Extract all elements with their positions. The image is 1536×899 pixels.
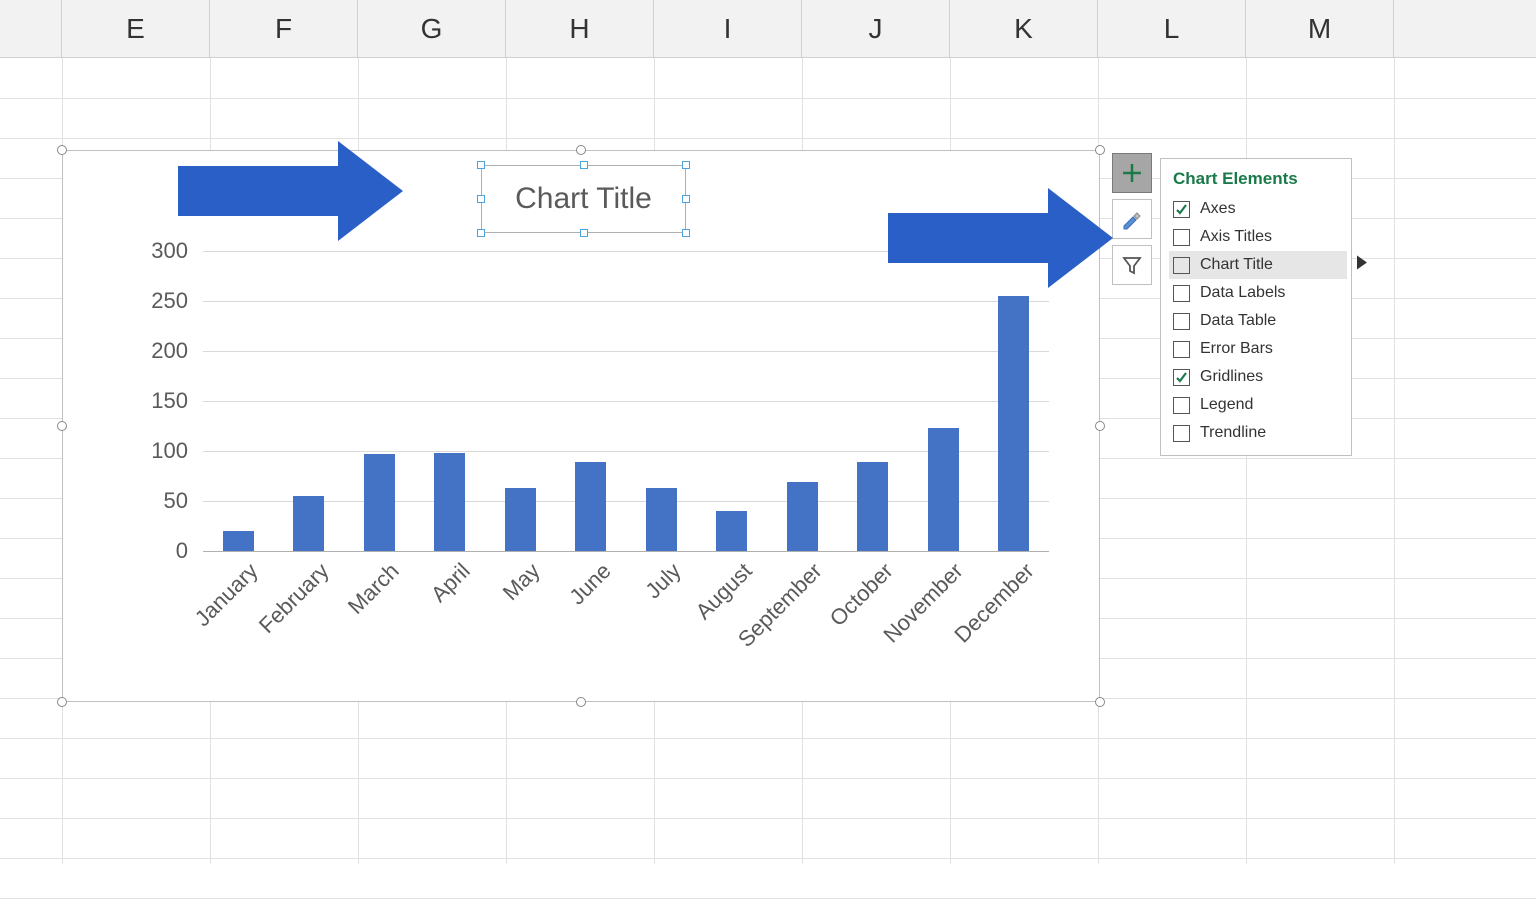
y-axis-tick-label: 100 [133, 438, 188, 464]
chart-elements-item[interactable]: Gridlines [1169, 363, 1347, 391]
bar[interactable] [857, 462, 888, 551]
x-axis-tick-label: August [690, 558, 757, 625]
chart-elements-item-label: Data Labels [1200, 284, 1285, 302]
chart-elements-item[interactable]: Data Labels [1169, 279, 1347, 307]
column-header[interactable]: M [1246, 0, 1394, 57]
bar[interactable] [928, 428, 959, 551]
column-header[interactable]: F [210, 0, 358, 57]
bar[interactable] [434, 453, 465, 551]
chart-elements-item[interactable]: Error Bars [1169, 335, 1347, 363]
column-header[interactable]: K [950, 0, 1098, 57]
x-axis-tick-label: May [498, 558, 546, 606]
title-resize-handle[interactable] [580, 229, 588, 237]
bar[interactable] [293, 496, 324, 551]
column-header[interactable]: J [802, 0, 950, 57]
y-axis-tick-label: 0 [133, 538, 188, 564]
column-header[interactable]: E [62, 0, 210, 57]
chart-styles-button[interactable] [1112, 199, 1152, 239]
title-resize-handle[interactable] [477, 161, 485, 169]
chart-elements-item[interactable]: Chart Title [1169, 251, 1347, 279]
chart-elements-item-label: Axes [1200, 200, 1236, 218]
checkbox[interactable] [1173, 229, 1190, 246]
checkbox[interactable] [1173, 397, 1190, 414]
title-resize-handle[interactable] [477, 195, 485, 203]
resize-handle[interactable] [576, 697, 586, 707]
bar[interactable] [505, 488, 536, 551]
bar[interactable] [575, 462, 606, 551]
annotation-arrow-right [888, 183, 1118, 293]
checkbox[interactable] [1173, 201, 1190, 218]
bar[interactable] [646, 488, 677, 551]
resize-handle[interactable] [57, 145, 67, 155]
chart-elements-item[interactable]: Axis Titles [1169, 223, 1347, 251]
chart-elements-item-label: Trendline [1200, 424, 1266, 442]
chart-elements-flyout: Chart Elements Axes Axis Titles Chart Titl… [1160, 158, 1352, 456]
spreadsheet-area: EFGHIJKLM Chart Title [0, 0, 1536, 864]
cell-grid[interactable]: Chart Title 050100150200250300JanuaryFeb… [0, 58, 1536, 864]
checkbox[interactable] [1173, 285, 1190, 302]
resize-handle[interactable] [1095, 697, 1105, 707]
chart-elements-button[interactable] [1112, 153, 1152, 193]
y-axis-tick-label: 250 [133, 288, 188, 314]
y-axis-tick-label: 150 [133, 388, 188, 414]
x-axis-tick-label: February [254, 558, 335, 639]
chart-elements-item[interactable]: Data Table [1169, 307, 1347, 335]
resize-handle[interactable] [576, 145, 586, 155]
column-header[interactable]: I [654, 0, 802, 57]
resize-handle[interactable] [1095, 421, 1105, 431]
bar[interactable] [716, 511, 747, 551]
x-axis-tick-label: June [564, 558, 616, 610]
checkbox[interactable] [1173, 257, 1190, 274]
bar[interactable] [364, 454, 395, 551]
chart-elements-item[interactable]: Axes [1169, 195, 1347, 223]
title-resize-handle[interactable] [580, 161, 588, 169]
title-resize-handle[interactable] [682, 229, 690, 237]
checkbox[interactable] [1173, 313, 1190, 330]
checkbox[interactable] [1173, 425, 1190, 442]
title-resize-handle[interactable] [682, 195, 690, 203]
chart-elements-item[interactable]: Trendline [1169, 419, 1347, 447]
chart-side-buttons [1112, 153, 1152, 285]
checkbox[interactable] [1173, 341, 1190, 358]
annotation-arrow-left [178, 136, 408, 246]
chart-title-text[interactable]: Chart Title [515, 182, 652, 216]
column-header[interactable]: L [1098, 0, 1246, 57]
chart-elements-item-label: Gridlines [1200, 368, 1263, 386]
checkbox[interactable] [1173, 369, 1190, 386]
column-header[interactable]: G [358, 0, 506, 57]
x-axis-tick-label: January [190, 558, 264, 632]
x-axis-tick-label: March [343, 558, 405, 620]
resize-handle[interactable] [57, 421, 67, 431]
column-header[interactable]: H [506, 0, 654, 57]
chart-elements-item[interactable]: Legend [1169, 391, 1347, 419]
bar[interactable] [787, 482, 818, 551]
chart-elements-item-label: Chart Title [1200, 256, 1273, 274]
chart-elements-item-label: Data Table [1200, 312, 1276, 330]
x-axis-tick-label: April [426, 558, 476, 608]
chart-elements-item-label: Axis Titles [1200, 228, 1272, 246]
y-axis-tick-label: 50 [133, 488, 188, 514]
resize-handle[interactable] [1095, 145, 1105, 155]
submenu-arrow-icon [1357, 256, 1367, 275]
y-axis-tick-label: 200 [133, 338, 188, 364]
title-resize-handle[interactable] [682, 161, 690, 169]
x-axis-tick-label: July [641, 558, 687, 604]
flyout-title: Chart Elements [1173, 169, 1347, 189]
column-header-row: EFGHIJKLM [0, 0, 1536, 58]
chart-filters-button[interactable] [1112, 245, 1152, 285]
bar[interactable] [223, 531, 254, 551]
chart-elements-item-label: Error Bars [1200, 340, 1273, 358]
resize-handle[interactable] [57, 697, 67, 707]
title-resize-handle[interactable] [477, 229, 485, 237]
chart-title-box[interactable]: Chart Title [481, 165, 686, 233]
plot-area[interactable]: 050100150200250300JanuaryFebruaryMarchAp… [133, 251, 1049, 551]
bar[interactable] [998, 296, 1029, 551]
chart-elements-item-label: Legend [1200, 396, 1253, 414]
